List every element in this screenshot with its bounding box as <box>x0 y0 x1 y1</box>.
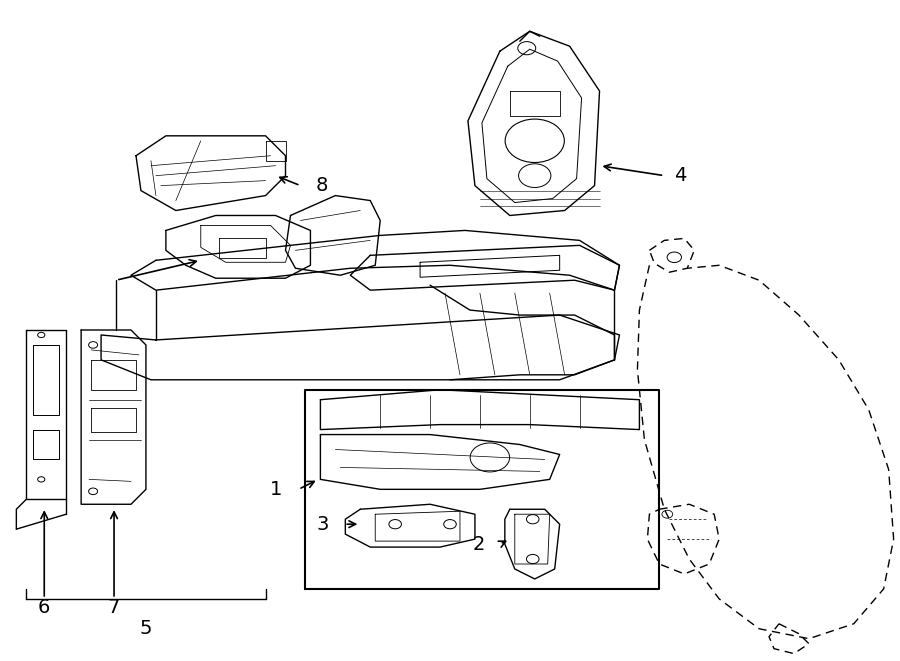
Text: 7: 7 <box>108 598 121 617</box>
Text: 5: 5 <box>140 619 152 638</box>
Text: 1: 1 <box>270 480 283 499</box>
Text: 8: 8 <box>315 176 328 195</box>
Text: 3: 3 <box>316 515 328 533</box>
Text: 4: 4 <box>674 166 687 185</box>
Text: 6: 6 <box>38 598 50 617</box>
Text: 2: 2 <box>472 535 485 554</box>
